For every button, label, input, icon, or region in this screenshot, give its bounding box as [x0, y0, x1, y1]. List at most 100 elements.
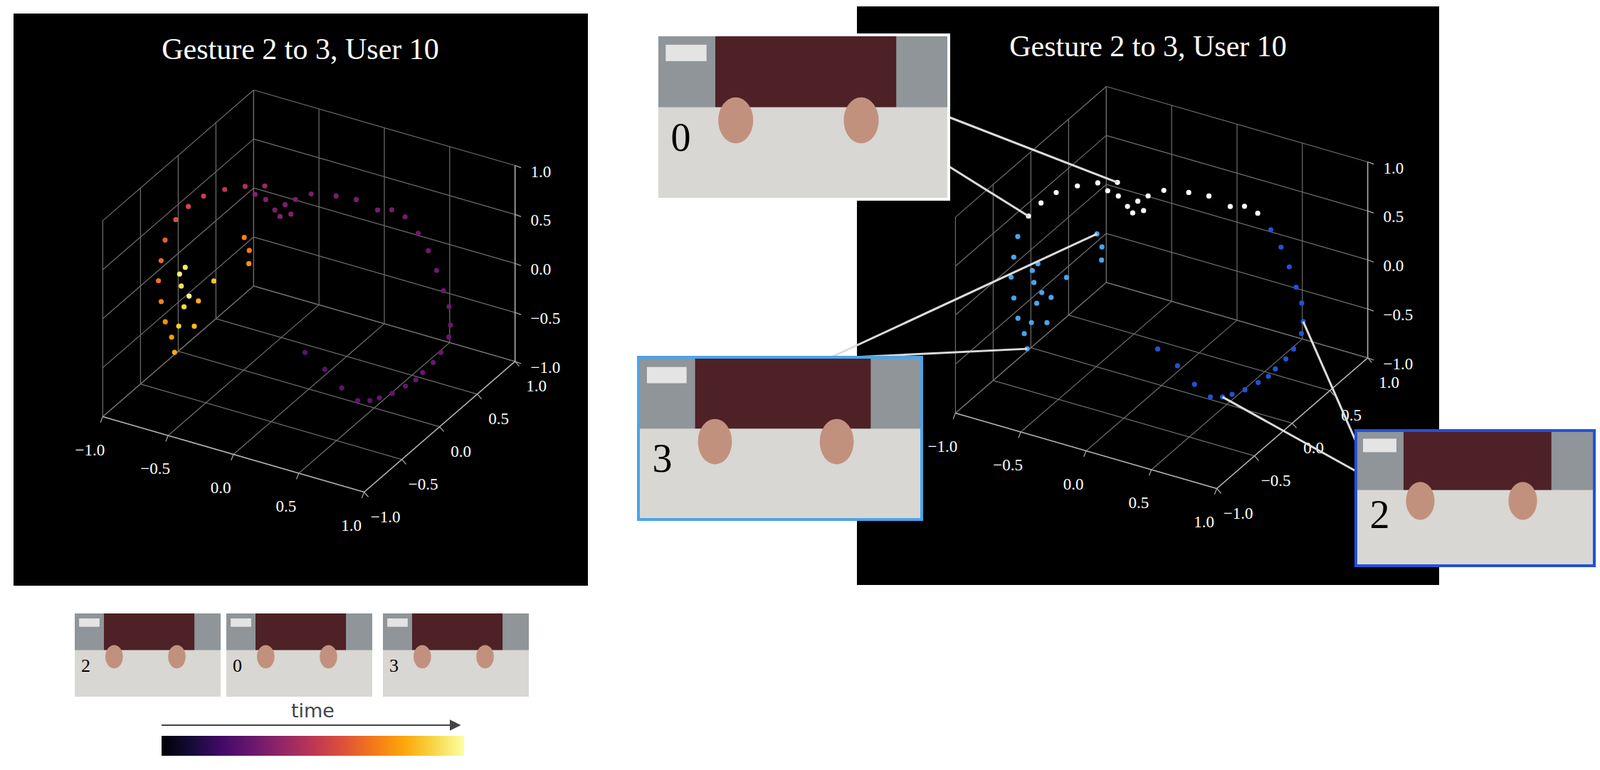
point: [1031, 279, 1037, 285]
point: [1278, 244, 1284, 250]
grid-line: [253, 286, 515, 362]
tick: [1367, 210, 1374, 213]
title: Gesture 2 to 3, User 10: [1009, 29, 1287, 63]
photo-hand: [819, 419, 855, 465]
point: [1125, 204, 1131, 210]
chart: Gesture 2 to 3, User 10 −1.0−0.50.00.51.0…: [638, 6, 1595, 586]
point: [191, 323, 197, 329]
point: [1130, 210, 1136, 216]
point: [195, 298, 201, 304]
point: [1116, 193, 1121, 199]
point: [155, 278, 161, 284]
point: [1011, 295, 1017, 301]
tick-label: 0.5: [1383, 207, 1405, 226]
point: [277, 214, 283, 220]
point: [1192, 381, 1198, 387]
points: [1008, 180, 1307, 400]
point: [1227, 204, 1233, 210]
tick: [1367, 308, 1374, 312]
point: [1242, 387, 1248, 393]
tick-label: 0.5: [275, 497, 297, 516]
point: [402, 214, 408, 220]
tick: [364, 491, 369, 497]
point: [376, 395, 382, 400]
photo-hand: [698, 419, 733, 465]
photo-table: [638, 428, 922, 520]
tick-label: 0.0: [210, 479, 232, 497]
grid-line: [102, 416, 364, 492]
point: [1140, 207, 1146, 213]
grid-line: [1106, 282, 1368, 359]
grid-line: [955, 135, 1107, 267]
point: [158, 298, 164, 304]
point: [246, 247, 252, 253]
tick: [1367, 259, 1374, 262]
point: [1286, 264, 1292, 270]
grid-line: [955, 233, 1107, 365]
grid-line: [1106, 135, 1368, 211]
photo-object: [1362, 438, 1397, 452]
grid-line: [955, 412, 1217, 489]
z-axis: −1.0−0.50.00.51.0: [515, 162, 561, 377]
point: [302, 350, 308, 356]
point: [176, 323, 182, 329]
photo-background: [226, 613, 373, 697]
tick-label: −0.5: [992, 456, 1023, 475]
tick-label: −0.5: [530, 309, 561, 328]
photo-label: 2: [81, 655, 91, 677]
x-axis: −1.0−0.50.00.51.0: [75, 416, 365, 534]
point: [1207, 394, 1213, 400]
point: [353, 197, 359, 203]
point: [1255, 210, 1261, 216]
photo-background: [382, 613, 529, 697]
tick: [1254, 456, 1260, 462]
point: [446, 334, 452, 340]
grid-line: [955, 184, 1107, 316]
tick: [515, 263, 521, 266]
point: [402, 383, 408, 389]
point: [1029, 320, 1035, 326]
photo: 3: [382, 613, 529, 697]
point: [169, 334, 175, 340]
tick: [1083, 450, 1087, 457]
tick: [515, 312, 521, 315]
tick-label: 0.5: [1128, 493, 1149, 512]
point: [1241, 203, 1247, 209]
photo: 0: [226, 613, 373, 697]
point: [182, 264, 188, 270]
point: [1293, 284, 1299, 290]
grid-line: [1030, 348, 1292, 424]
photo-hand: [256, 644, 275, 669]
point: [1105, 187, 1111, 193]
point: [241, 234, 247, 240]
point: [292, 197, 298, 203]
y-axis: −1.0−0.50.00.51.0: [364, 361, 547, 526]
domain: [1217, 358, 1368, 489]
colorbar: time: [161, 699, 465, 756]
chart: Gesture 2 to 3, User 10−1.0−0.50.00.51.0…: [13, 13, 588, 756]
grid-line: [1106, 184, 1368, 260]
grid-line: [102, 187, 254, 319]
tick-label: 1.0: [340, 516, 362, 535]
point: [186, 293, 192, 299]
tick: [100, 416, 103, 423]
time-arrow: [161, 724, 460, 726]
z-axis: −1.0−0.50.00.51.0: [1367, 159, 1414, 373]
grid-line: [1106, 282, 1368, 359]
grid-line: [177, 351, 440, 428]
point: [419, 370, 425, 376]
point: [1155, 346, 1161, 352]
tick-label: −1.0: [928, 437, 959, 456]
colorbar-bar: [161, 735, 465, 756]
point: [1283, 356, 1289, 362]
photo: 2: [1355, 430, 1595, 566]
connector: [831, 234, 1098, 358]
point: [389, 207, 395, 213]
point: [1255, 380, 1261, 386]
tick: [515, 214, 521, 217]
photo-hand: [105, 644, 124, 669]
grid-line: [253, 90, 515, 166]
tick-label: 1.0: [1193, 513, 1215, 531]
photo-table: [226, 649, 373, 697]
photo-hand: [167, 644, 186, 669]
